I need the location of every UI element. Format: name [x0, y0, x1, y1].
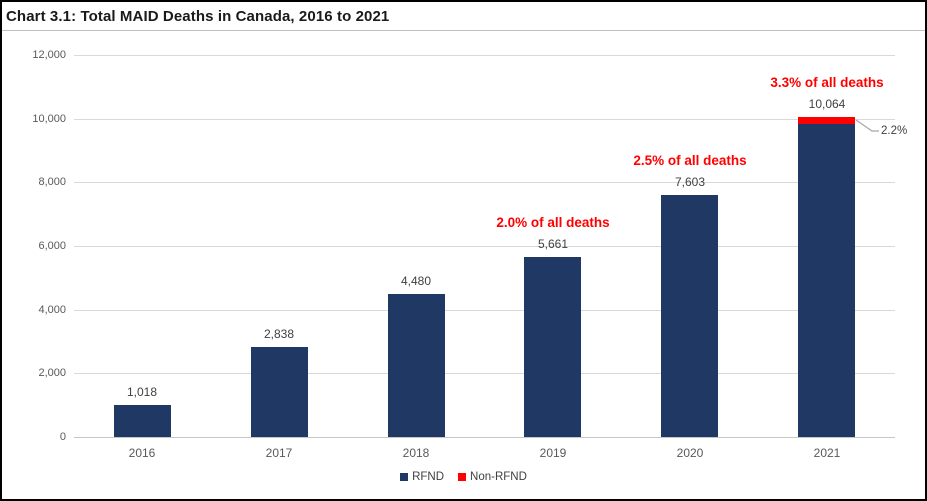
legend-entry-non-rfnd: Non-RFND: [458, 471, 527, 484]
y-axis-tick-label: 6,000: [38, 240, 66, 252]
x-axis-tick-label: 2018: [402, 446, 430, 460]
legend-label: RFND: [412, 470, 445, 483]
gridline: [74, 246, 895, 247]
bar-rfnd: [798, 124, 855, 437]
callout-leader-line: [855, 119, 879, 132]
percent-of-deaths-annotation: 2.5% of all deaths: [633, 153, 747, 168]
y-axis-tick-label: 2,000: [38, 367, 66, 379]
x-axis-line: [74, 437, 895, 438]
bar-value-label: 1,018: [126, 385, 158, 399]
bar-non-rfnd: [798, 117, 855, 124]
legend-entry-rfnd: RFND: [400, 471, 444, 484]
x-axis-tick-label: 2019: [539, 446, 567, 460]
y-axis-tick-label: 8,000: [38, 176, 66, 188]
legend: RFND Non-RFND: [2, 469, 925, 485]
bar-value-label: 4,480: [400, 274, 432, 288]
bar-rfnd: [251, 347, 308, 437]
gridline: [74, 310, 895, 311]
bar-value-label: 10,064: [808, 97, 846, 111]
bar-rfnd: [661, 195, 718, 437]
bar-value-label: 2,838: [263, 327, 295, 341]
bar-value-label: 7,603: [674, 175, 706, 189]
legend-label: Non-RFND: [470, 470, 527, 483]
gridline: [74, 55, 895, 56]
percent-of-deaths-annotation: 3.3% of all deaths: [770, 75, 884, 90]
gridline: [74, 182, 895, 183]
legend-swatch-icon: [458, 473, 467, 481]
chart-title: Chart 3.1: Total MAID Deaths in Canada, …: [2, 2, 925, 31]
legend-swatch-icon: [400, 473, 409, 481]
y-axis-tick-label: 0: [59, 431, 66, 443]
y-axis-tick-label: 12,000: [32, 49, 66, 61]
percent-of-deaths-annotation: 2.0% of all deaths: [496, 215, 610, 230]
x-axis-tick-label: 2017: [265, 446, 293, 460]
bar-rfnd: [114, 405, 171, 437]
y-axis-tick-label: 4,000: [38, 304, 66, 316]
x-axis-tick-label: 2020: [676, 446, 704, 460]
x-axis-tick-label: 2021: [813, 446, 841, 460]
x-axis-tick-label: 2016: [128, 446, 156, 460]
gridline: [74, 119, 895, 120]
bar-value-label: 5,661: [537, 237, 569, 251]
gridline: [74, 373, 895, 374]
bar-rfnd: [524, 257, 581, 437]
bar-rfnd: [388, 294, 445, 437]
callout-percent-label: 2.2%: [881, 125, 908, 137]
y-axis-tick-label: 10,000: [32, 113, 66, 125]
